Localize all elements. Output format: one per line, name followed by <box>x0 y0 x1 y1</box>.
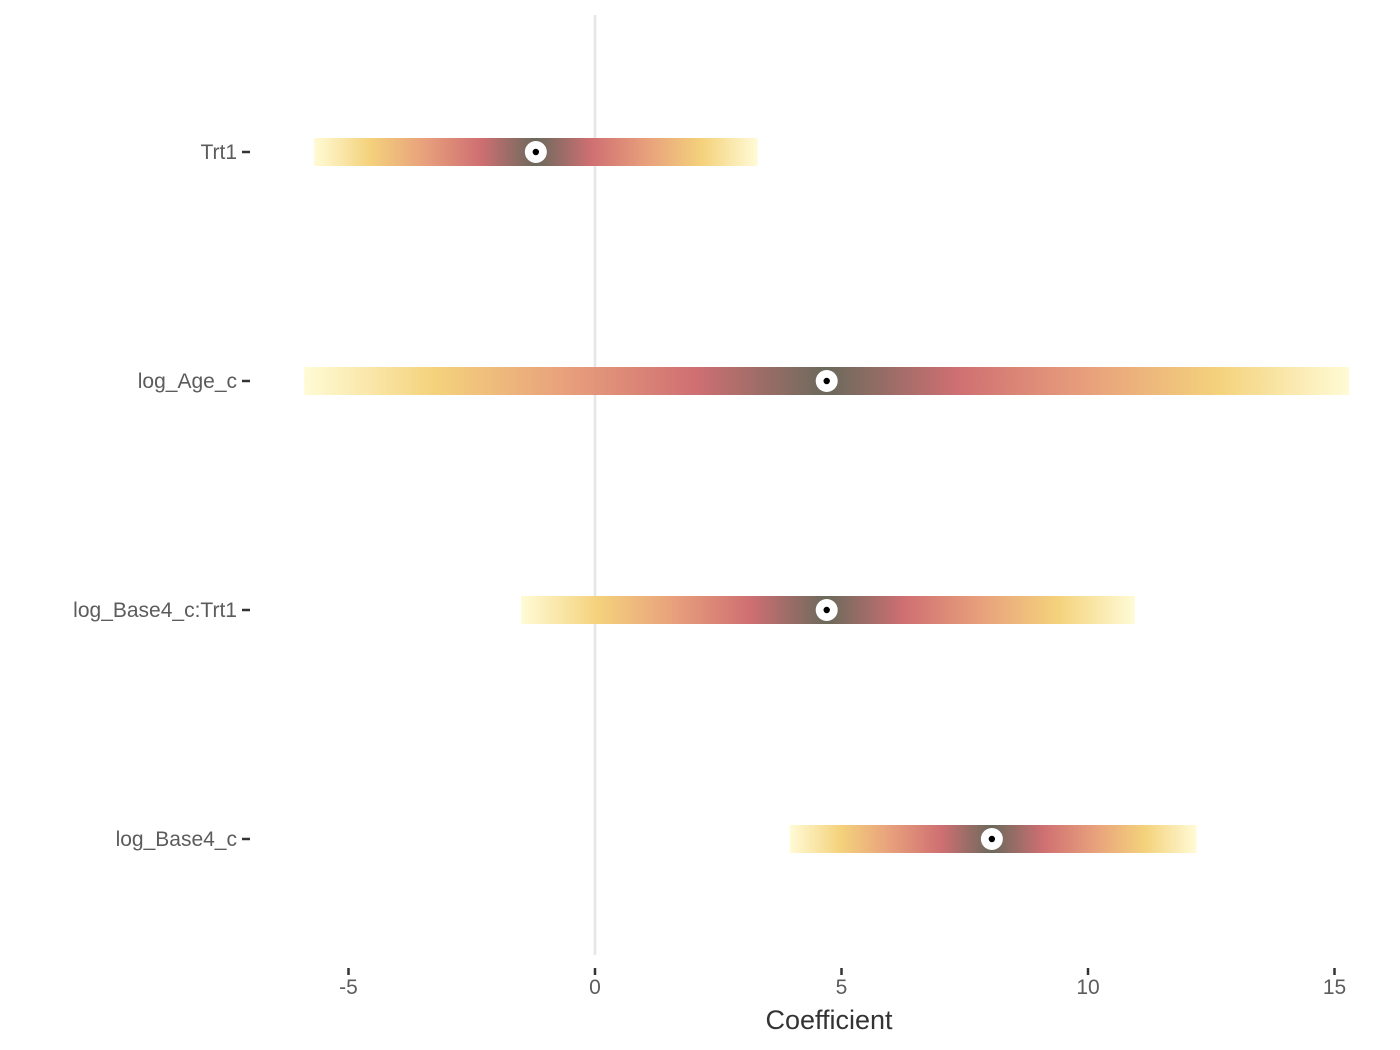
y-tick-label: Trt1 <box>200 141 237 164</box>
point-estimate-center <box>823 606 830 614</box>
point-estimate-center <box>532 148 540 156</box>
y-tick-label: log_Age_c <box>138 370 237 393</box>
x-tick-label: 10 <box>1076 976 1099 999</box>
x-tick-label: 5 <box>836 976 848 999</box>
point-estimate-center <box>988 835 996 843</box>
y-tick-label: log_Base4_c:Trt1 <box>73 599 237 622</box>
point-estimate-center <box>823 377 830 385</box>
y-axis: Trt1 log_Age_c log_Base4_c:Trt1 log_Base4_c <box>73 141 250 851</box>
x-tick-label: -5 <box>339 976 358 999</box>
intervals <box>304 138 1350 853</box>
x-axis-title: Coefficient <box>765 1005 893 1035</box>
x-axis: -5 0 5 10 15 <box>339 968 1346 999</box>
x-tick-label: 0 <box>589 976 601 999</box>
y-tick-label: log_Base4_c <box>116 828 237 851</box>
x-tick-label: 15 <box>1323 976 1346 999</box>
